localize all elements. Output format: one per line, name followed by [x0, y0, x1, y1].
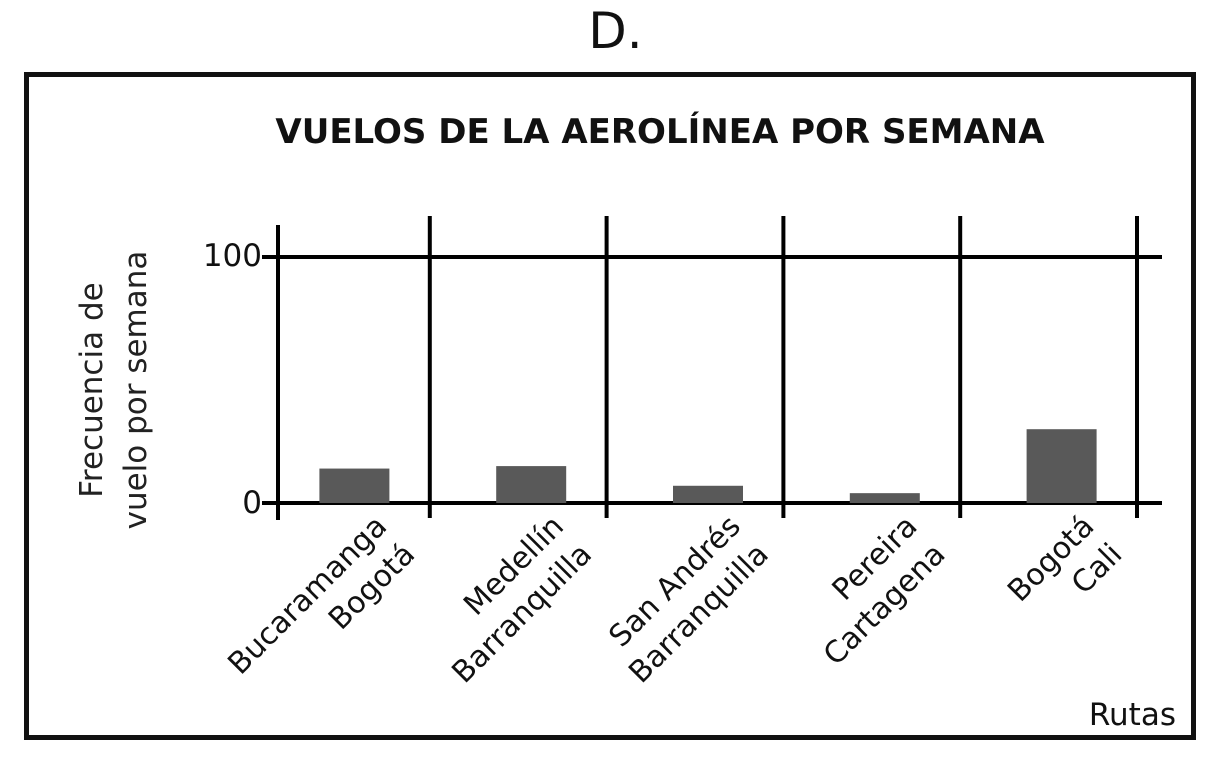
- bar-1: [319, 468, 390, 503]
- y-axis-label-line-2: vuelo por semana: [118, 251, 154, 530]
- bar-4: [849, 493, 920, 503]
- y-axis-label-line-1: Frecuencia de: [74, 282, 110, 497]
- y-tick-label-0: 0: [242, 485, 262, 521]
- x-axis-label: Rutas: [1089, 697, 1176, 733]
- figure-label: D.: [588, 2, 643, 60]
- bar-2: [496, 466, 567, 503]
- bar-5: [1026, 429, 1097, 503]
- chart-title: VUELOS DE LA AEROLÍNEA POR SEMANA: [275, 111, 1045, 152]
- chart-frame: [24, 72, 1196, 740]
- y-tick-label-100: 100: [203, 238, 262, 274]
- bar-3: [673, 485, 743, 503]
